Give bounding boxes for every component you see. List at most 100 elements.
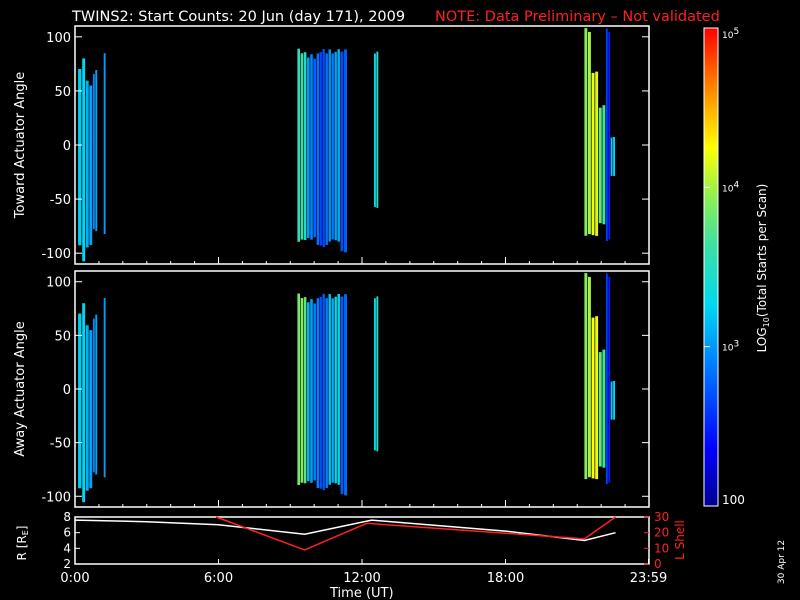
time-tick-label-3: 18:00	[487, 571, 524, 586]
away-band-2-col-1	[89, 330, 93, 489]
away-band-9-col-0	[340, 296, 344, 495]
away-ylabel: Away Actuator Angle	[13, 321, 28, 456]
toward-panel: 100 50 0 -50 -100 Toward Actuator Angle	[13, 25, 650, 265]
date-stamp: 30 Apr 12	[777, 540, 787, 584]
orbit-series-left	[74, 519, 616, 542]
away-ytick-label-0: 100	[46, 276, 71, 291]
toward-ytick-label-2: 0	[63, 139, 71, 154]
r-tick-label-2: 6	[63, 526, 71, 540]
toward-band-7-col-1	[319, 52, 322, 246]
away-band-13-col-0	[598, 352, 602, 467]
r-tick-label-1: 4	[63, 541, 71, 555]
away-ytick-label-1: 50	[54, 329, 71, 344]
toward-band-6-col-0	[307, 57, 310, 238]
away-band-11-col-1	[588, 276, 591, 478]
away-band-3-col-0	[92, 318, 95, 473]
toward-band-8-col-1	[331, 53, 334, 240]
colorbar-gradient	[703, 27, 719, 507]
away-band-15-col-1	[613, 381, 615, 420]
toward-band-2-col-0	[85, 80, 89, 248]
toward-band-9-col-1	[344, 49, 347, 253]
chart-title: TWINS2: Start Counts: 20 Jun (day 171), …	[71, 9, 405, 25]
toward-band-6-col-2	[313, 58, 316, 238]
away-ytick-label-3: -50	[50, 437, 71, 452]
toward-band-3-col-0	[92, 74, 95, 230]
toward-band-15-col-1	[613, 137, 615, 177]
toward-band-13-col-0	[598, 107, 602, 224]
away-band-13-col-1	[602, 349, 606, 468]
toward-band-5-col-0	[297, 48, 300, 242]
toward-band-3-col-1	[95, 70, 98, 232]
toward-band-6-col-1	[310, 54, 313, 240]
away-band-12-col-0	[591, 317, 595, 479]
toward-band-4-col-0	[103, 53, 106, 235]
away-band-10-col-1	[376, 296, 379, 452]
toward-ytick-label-0: 100	[46, 31, 71, 46]
colorbar-tick-label-2: 103	[722, 340, 739, 354]
toward-band-13-col-1	[602, 105, 606, 225]
away-band-8-col-0	[328, 294, 331, 485]
away-band-14-col-1	[608, 277, 611, 483]
away-band-7-col-0	[316, 298, 319, 488]
away-band-6-col-1	[310, 299, 313, 483]
toward-band-1-col-0	[82, 58, 86, 262]
away-band-7-col-2	[322, 293, 325, 491]
colorbar-tick-label-3: 100	[722, 493, 745, 507]
toward-band-15-col-0	[610, 137, 613, 176]
lshell-tick-label-1: 10	[654, 541, 669, 555]
toward-band-7-col-2	[322, 49, 325, 248]
toward-band-8-col-2	[334, 51, 337, 241]
toward-band-5-col-1	[300, 53, 304, 240]
away-band-4-col-0	[103, 298, 106, 478]
away-band-7-col-1	[319, 296, 322, 489]
away-band-2-col-0	[85, 325, 89, 491]
away-band-6-col-2	[313, 303, 316, 481]
colorbar-tick-label-0: 105	[722, 27, 739, 41]
away-band-8-col-1	[331, 298, 334, 483]
orbit-series-right	[215, 516, 616, 551]
away-band-12-col-1	[595, 316, 599, 480]
preliminary-note: NOTE: Data Preliminary – Not validated	[435, 9, 720, 25]
toward-band-5-col-2	[303, 52, 307, 241]
away-band-11-col-0	[584, 273, 588, 480]
toward-ytick-label-4: -100	[41, 247, 71, 262]
toward-band-9-col-0	[340, 51, 344, 252]
toward-band-12-col-0	[591, 72, 595, 236]
away-ytick-label-2: 0	[63, 383, 71, 398]
away-band-9-col-1	[344, 294, 347, 496]
toward-band-2-col-1	[89, 85, 93, 245]
away-ytick-label-4: -100	[41, 490, 71, 505]
r-tick-label-3: 8	[63, 510, 71, 524]
away-band-5-col-0	[297, 293, 300, 485]
lshell-axis-label: L Shell	[673, 520, 687, 560]
toward-band-8-col-0	[328, 49, 331, 242]
x-axis-label: Time (UT)	[329, 586, 394, 600]
toward-band-7-col-3	[325, 53, 328, 245]
toward-band-11-col-1	[588, 31, 591, 235]
away-band-0-col-0	[78, 313, 82, 489]
colorbar: 105 104 103 100 LOG10(Total Starts per Scan…	[703, 27, 771, 507]
time-tick-label-0: 0:00	[60, 571, 89, 586]
lshell-tick-label-2: 20	[654, 526, 669, 540]
colorbar-tick-label-1: 104	[722, 180, 739, 194]
toward-band-7-col-0	[316, 53, 319, 245]
time-tick-label-2: 12:00	[343, 571, 380, 586]
toward-band-0-col-0	[78, 69, 82, 246]
away-band-6-col-0	[307, 302, 310, 482]
lshell-tick-label-3: 30	[654, 510, 669, 524]
toward-band-14-col-0	[605, 28, 608, 241]
toward-band-8-col-3	[337, 49, 340, 242]
toward-band-12-col-1	[595, 71, 599, 236]
away-band-14-col-0	[605, 273, 608, 485]
toward-band-10-col-0	[374, 53, 376, 207]
away-band-3-col-1	[95, 314, 98, 475]
away-band-5-col-2	[303, 297, 307, 484]
time-tick-label-1: 6:00	[204, 571, 233, 586]
away-band-10-col-0	[374, 298, 376, 451]
r-axis-label: R [RE]	[15, 526, 30, 561]
colorbar-label: LOG10(Total Starts per Scan)	[755, 184, 771, 353]
toward-band-14-col-1	[608, 32, 611, 240]
time-tick-label-4: 23:59	[630, 571, 667, 586]
